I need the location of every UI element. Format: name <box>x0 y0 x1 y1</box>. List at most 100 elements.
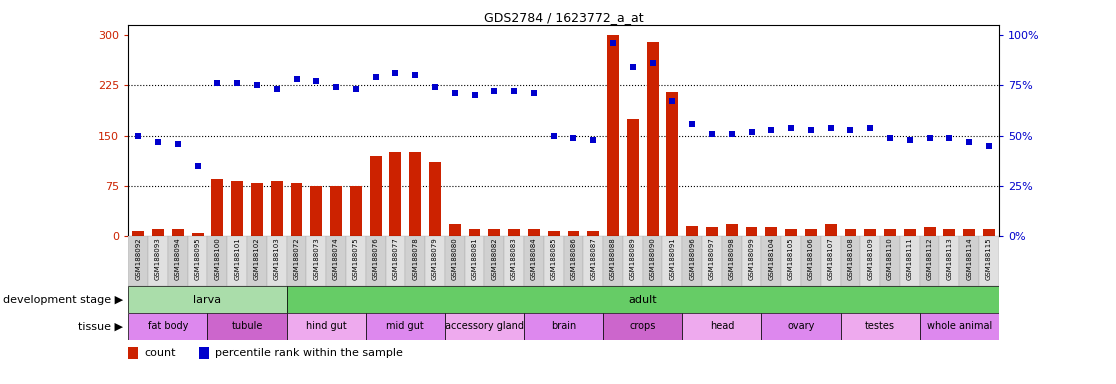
Point <box>624 64 642 70</box>
Bar <box>607 35 619 236</box>
Bar <box>445 313 525 340</box>
Bar <box>484 236 504 286</box>
Bar <box>983 230 994 236</box>
Bar <box>820 236 840 286</box>
Bar <box>702 236 722 286</box>
Text: GSM188081: GSM188081 <box>472 238 478 280</box>
Bar <box>148 236 167 286</box>
Text: GSM188098: GSM188098 <box>729 238 734 280</box>
Bar <box>405 236 425 286</box>
Bar <box>663 236 682 286</box>
Text: brain: brain <box>551 321 576 331</box>
Text: larva: larva <box>193 295 222 305</box>
Bar <box>646 42 658 236</box>
Text: GSM188076: GSM188076 <box>373 238 378 280</box>
Point <box>821 124 839 131</box>
Bar <box>128 313 208 340</box>
Bar <box>920 313 999 340</box>
Bar <box>682 236 702 286</box>
Text: mid gut: mid gut <box>386 321 424 331</box>
Bar <box>584 236 603 286</box>
Text: GSM188089: GSM188089 <box>629 238 636 280</box>
Bar <box>152 230 164 236</box>
Text: development stage ▶: development stage ▶ <box>2 295 123 305</box>
Bar <box>508 230 520 236</box>
Bar <box>187 236 208 286</box>
Text: GSM188083: GSM188083 <box>511 238 517 280</box>
Text: GSM188085: GSM188085 <box>550 238 557 280</box>
Bar <box>346 236 366 286</box>
Bar <box>548 231 559 236</box>
Bar <box>761 236 781 286</box>
Bar <box>623 236 643 286</box>
Point <box>960 139 978 145</box>
Text: percentile rank within the sample: percentile rank within the sample <box>214 348 403 358</box>
Bar <box>686 226 699 236</box>
Bar <box>725 224 738 236</box>
Text: GSM188087: GSM188087 <box>590 238 596 280</box>
Text: GSM188092: GSM188092 <box>135 238 142 280</box>
Text: GSM188102: GSM188102 <box>254 238 260 280</box>
Bar <box>525 313 603 340</box>
Text: GSM188114: GSM188114 <box>966 238 972 280</box>
Text: GSM188094: GSM188094 <box>175 238 181 280</box>
Bar <box>464 236 484 286</box>
Bar <box>722 236 742 286</box>
Bar <box>627 119 638 236</box>
Text: adult: adult <box>628 295 657 305</box>
Point <box>545 132 562 139</box>
Point <box>307 78 325 84</box>
Text: ovary: ovary <box>787 321 815 331</box>
Text: GSM188115: GSM188115 <box>985 238 992 280</box>
Text: GSM188110: GSM188110 <box>887 238 893 280</box>
Point <box>525 90 542 96</box>
Bar <box>745 227 758 236</box>
Point <box>802 126 820 132</box>
Point <box>841 126 859 132</box>
Point <box>288 76 306 82</box>
Bar <box>940 236 960 286</box>
Text: GSM188082: GSM188082 <box>491 238 498 280</box>
Text: GSM188072: GSM188072 <box>294 238 299 280</box>
Point <box>683 121 701 127</box>
Bar <box>564 236 584 286</box>
Bar <box>666 92 679 236</box>
Bar <box>528 230 540 236</box>
Text: GSM188103: GSM188103 <box>273 238 280 280</box>
Bar <box>742 236 761 286</box>
Bar <box>881 236 899 286</box>
Text: testes: testes <box>865 321 895 331</box>
Text: GSM188101: GSM188101 <box>234 238 240 280</box>
Bar <box>840 313 920 340</box>
Bar <box>825 224 837 236</box>
Bar <box>761 313 840 340</box>
Bar <box>128 286 287 313</box>
Bar <box>271 180 282 236</box>
Text: GSM188091: GSM188091 <box>670 238 675 280</box>
Text: GSM188084: GSM188084 <box>531 238 537 280</box>
Bar <box>251 182 263 236</box>
Bar <box>267 236 287 286</box>
Point <box>565 134 583 141</box>
Text: GSM188073: GSM188073 <box>314 238 319 280</box>
Point <box>248 82 266 88</box>
Point <box>347 86 365 93</box>
Text: GSM188079: GSM188079 <box>432 238 437 280</box>
Point <box>941 134 959 141</box>
Bar <box>208 236 228 286</box>
Bar <box>643 236 663 286</box>
Bar <box>960 236 979 286</box>
Bar <box>247 236 267 286</box>
Point <box>980 142 998 149</box>
Text: fat body: fat body <box>147 321 189 331</box>
Bar <box>290 182 302 236</box>
Bar <box>133 231 144 236</box>
Text: GSM188090: GSM188090 <box>650 238 655 280</box>
Text: head: head <box>710 321 734 331</box>
Text: GSM188095: GSM188095 <box>194 238 201 280</box>
Bar <box>385 236 405 286</box>
Text: GSM188077: GSM188077 <box>393 238 398 280</box>
Bar <box>943 230 955 236</box>
Bar <box>307 236 326 286</box>
Bar <box>228 236 247 286</box>
